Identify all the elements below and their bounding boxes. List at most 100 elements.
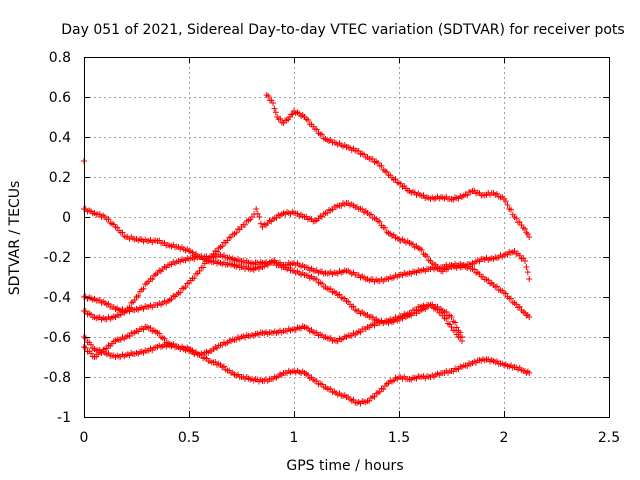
- y-tick-label: 0.6: [49, 90, 71, 106]
- data-point: [355, 147, 362, 154]
- data-point: [376, 388, 383, 395]
- x-tick-label: 1.5: [388, 430, 410, 446]
- data-point: [182, 284, 189, 291]
- data-point: [413, 306, 420, 313]
- data-point: [382, 224, 388, 231]
- data-point: [319, 280, 325, 287]
- data-point: [82, 344, 89, 351]
- data-point: [502, 290, 509, 297]
- data-point: [233, 229, 240, 236]
- data-point: [149, 276, 156, 283]
- x-tick-label: 2.5: [598, 430, 620, 446]
- data-point: [523, 312, 530, 319]
- y-tick-label: 0: [62, 210, 71, 226]
- y-tick-label: -0.4: [44, 290, 71, 306]
- data-point: [516, 252, 523, 259]
- data-point: [429, 302, 436, 309]
- data-point: [177, 289, 184, 296]
- data-point: [273, 214, 280, 221]
- data-point: [242, 221, 248, 228]
- data-point: [443, 308, 450, 315]
- data-point: [464, 192, 471, 199]
- data-point: [270, 100, 276, 106]
- data-point: [272, 109, 279, 116]
- data-point: [327, 385, 334, 392]
- data-point: [336, 291, 343, 298]
- x-axis-label: GPS time / hours: [286, 458, 403, 474]
- data-point: [434, 306, 441, 313]
- data-point: [516, 303, 523, 310]
- data-point: [432, 261, 439, 268]
- data-point: [443, 315, 450, 322]
- data-point: [508, 295, 514, 302]
- data-point: [471, 266, 478, 273]
- data-point: [327, 285, 334, 292]
- data-point: [256, 213, 263, 220]
- y-tick-label: -0.2: [44, 250, 71, 266]
- data-point: [502, 198, 509, 205]
- data-point: [380, 386, 387, 393]
- data-point: [448, 324, 455, 330]
- data-point: [524, 269, 531, 276]
- data-point: [523, 229, 530, 236]
- data-point: [257, 220, 264, 227]
- data-point: [105, 216, 112, 223]
- data-point: [522, 258, 528, 264]
- data-point: [161, 335, 168, 342]
- data-point: [369, 156, 376, 163]
- data-point: [513, 215, 520, 222]
- data-point: [289, 111, 296, 118]
- data-point: [526, 276, 533, 282]
- data-point: [82, 335, 89, 342]
- data-point: [378, 162, 385, 169]
- data-point: [103, 345, 110, 352]
- y-tick-label: 0.8: [49, 50, 71, 66]
- data-point: [526, 314, 533, 320]
- data-point: [196, 268, 203, 274]
- data-point: [526, 234, 533, 240]
- data-point: [452, 327, 458, 334]
- data-point: [82, 308, 89, 315]
- data-point: [114, 224, 121, 231]
- data-point: [494, 283, 500, 290]
- data-point: [221, 363, 227, 370]
- y-tick-label: 0.4: [49, 130, 71, 146]
- data-point: [305, 117, 311, 124]
- data-point: [453, 324, 460, 331]
- data-point: [526, 370, 533, 376]
- data-point: [524, 231, 531, 238]
- data-point: [191, 275, 198, 282]
- data-point: [350, 303, 357, 310]
- y-tick-label: -0.6: [44, 330, 71, 346]
- data-point: [368, 211, 374, 218]
- chart-title: Day 051 of 2021, Sidereal Day-to-day VTE…: [61, 22, 624, 38]
- data-point: [371, 393, 378, 400]
- data-point: [392, 176, 399, 183]
- data-point: [119, 229, 126, 236]
- data-point: [135, 292, 142, 299]
- data-point: [522, 226, 528, 232]
- data-point: [504, 201, 511, 208]
- data-point: [147, 325, 154, 332]
- data-point: [288, 111, 295, 118]
- data-point: [313, 276, 320, 283]
- data-point: [357, 329, 364, 336]
- y-axis-label: SDTVAR / TECUs: [7, 181, 23, 296]
- data-point: [408, 310, 415, 317]
- x-tick-label: 0: [80, 430, 89, 446]
- data-point: [156, 330, 163, 337]
- data-point: [277, 115, 284, 122]
- x-tick-label: 2: [500, 430, 509, 446]
- data-point: [254, 210, 261, 217]
- data-point: [253, 206, 260, 212]
- x-tick-label: 0.5: [178, 430, 200, 446]
- data-point: [219, 243, 226, 250]
- x-tick-label: 1: [290, 430, 299, 446]
- data-point: [452, 319, 458, 326]
- data-point: [523, 263, 530, 270]
- data-point: [140, 285, 147, 292]
- data-point: [457, 334, 464, 341]
- data-point: [424, 253, 430, 260]
- data-point: [168, 296, 175, 303]
